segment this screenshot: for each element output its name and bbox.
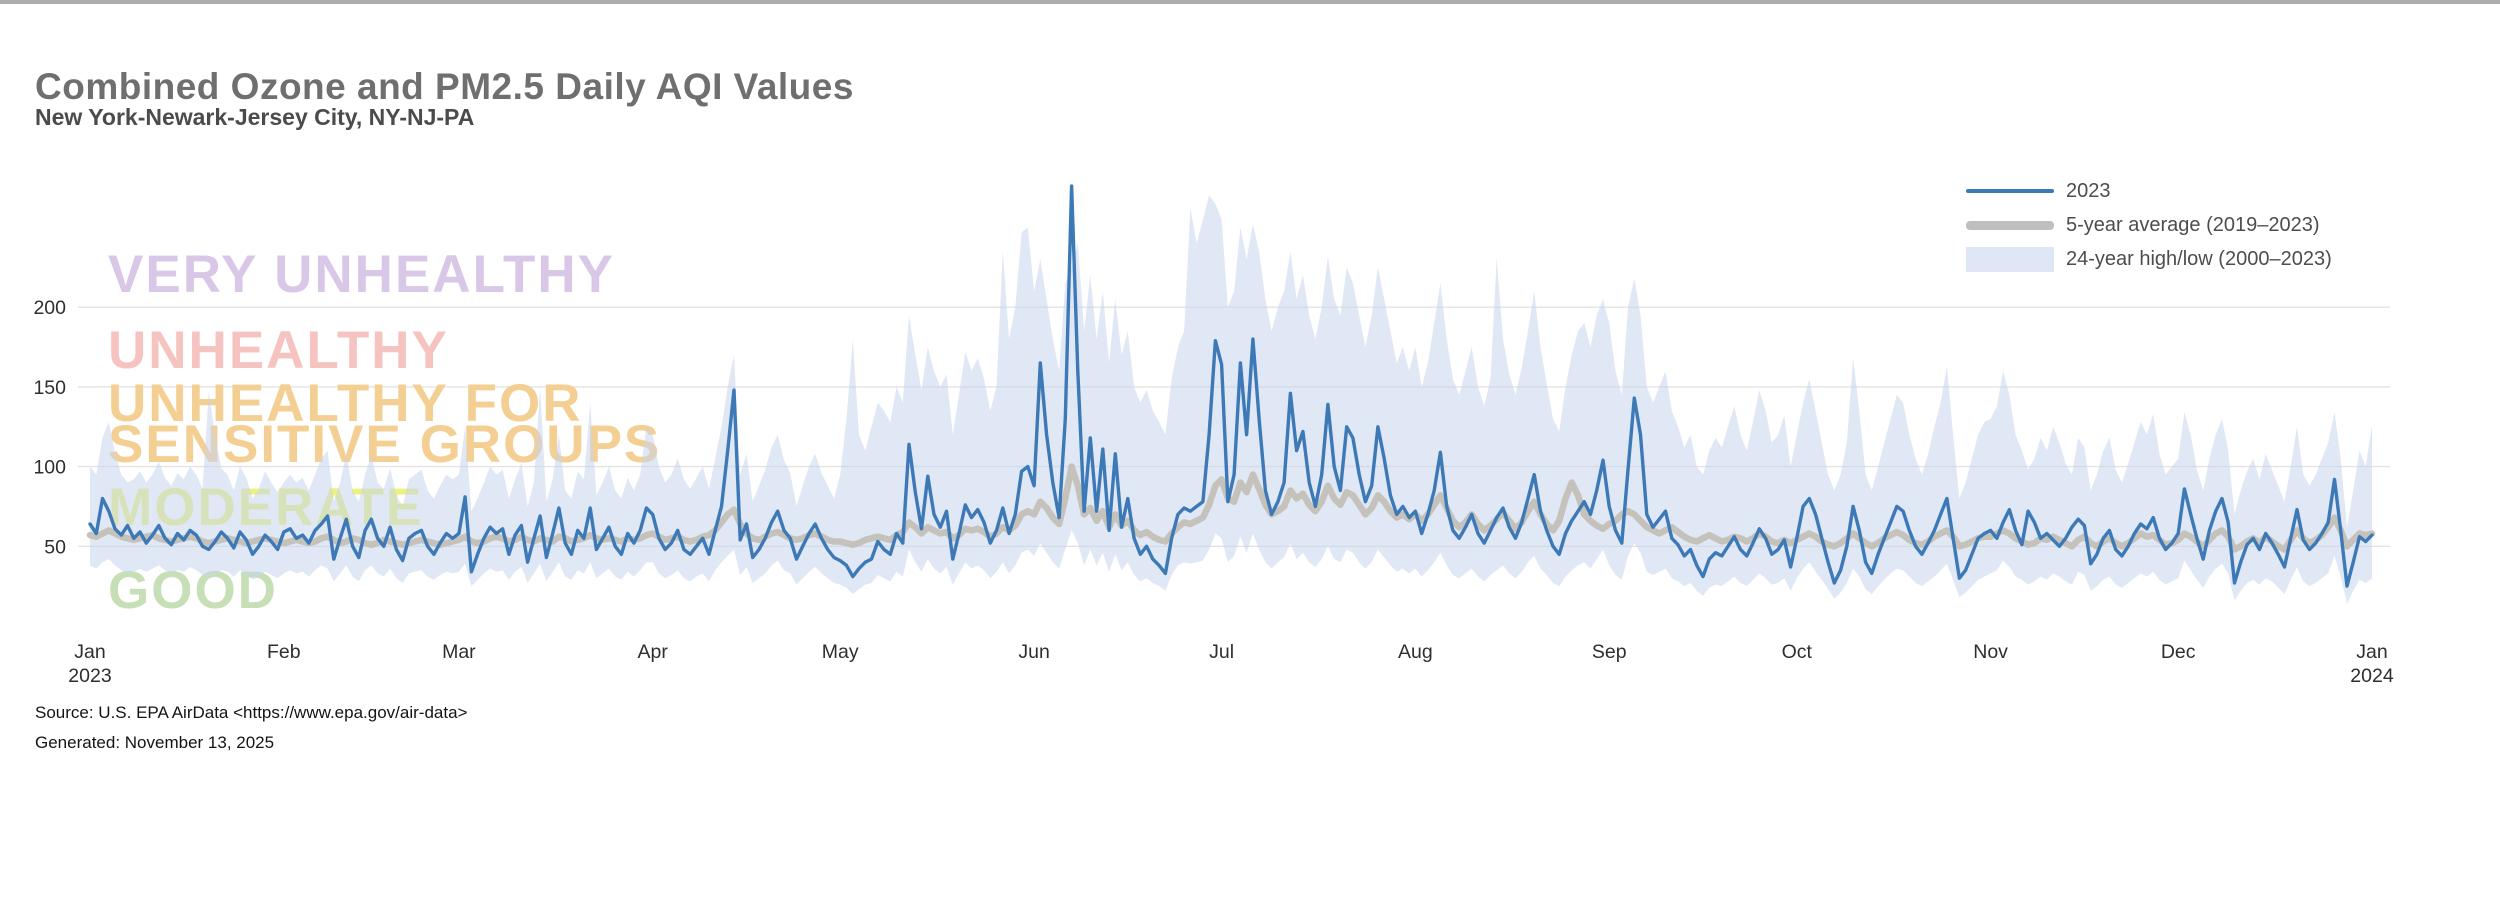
source-attribution: Source: U.S. EPA AirData <https://www.ep… <box>35 703 468 722</box>
y-axis-tick-label: 150 <box>33 377 66 399</box>
generated-date: Generated: November 13, 2025 <box>35 733 275 752</box>
legend-swatch-average-line-icon <box>1966 220 2054 230</box>
y-axis-tick-label: 100 <box>33 457 66 479</box>
x-axis-month-label: Feb <box>267 641 301 663</box>
page-subtitle: New York-Newark-Jersey City, NY-NJ-PA <box>35 104 475 130</box>
band-24yr-high-low <box>90 195 2372 604</box>
x-axis-month-label: May <box>822 641 859 663</box>
aqi-zone-label: UNHEALTHY FOR <box>108 374 583 433</box>
window-top-border <box>0 0 2500 4</box>
chart-legend: 2023 5-year average (2019–2023) 24-year … <box>1966 178 2332 272</box>
legend-item-5yr-average[interactable]: 5-year average (2019–2023) <box>1966 212 2332 238</box>
line-swatch-icon <box>1966 220 2054 230</box>
legend-label-5yr-average: 5-year average (2019–2023) <box>2066 213 2320 236</box>
x-axis-month-label: Apr <box>638 641 669 663</box>
x-axis-month-label: Nov <box>1973 641 2008 663</box>
legend-swatch-2023-line-icon <box>1966 189 2054 193</box>
x-axis-month-label: Jan <box>2356 641 2387 663</box>
line-swatch-icon <box>1966 189 2054 193</box>
legend-label-2023: 2023 <box>2066 179 2111 202</box>
x-axis-month-label: Jun <box>1018 641 1049 663</box>
y-axis-tick-label: 50 <box>44 536 66 558</box>
x-axis-month-label: Oct <box>1782 641 1813 663</box>
y-axis-tick-label: 200 <box>33 297 66 319</box>
x-axis-month-label: Sep <box>1592 641 1627 663</box>
aqi-zone-label: VERY UNHEALTHY <box>108 245 615 304</box>
aqi-zone-label: SENSITIVE GROUPS <box>108 415 661 474</box>
legend-item-24yr-high-low[interactable]: 24-year high/low (2000–2023) <box>1966 246 2332 272</box>
page-title: Combined Ozone and PM2.5 Daily AQI Value… <box>35 66 854 107</box>
legend-swatch-band-icon <box>1966 246 2054 272</box>
x-axis-month-label: Jul <box>1209 641 1234 663</box>
x-axis-month-label: Aug <box>1398 641 1433 663</box>
x-axis-year-label: 2023 <box>68 665 111 687</box>
x-axis-year-label: 2024 <box>2350 665 2394 687</box>
x-axis-month-label: Jan <box>74 641 105 663</box>
x-axis-month-label: Dec <box>2161 641 2196 663</box>
line-2023 <box>88 184 2374 588</box>
aqi-zone-label: UNHEALTHY <box>108 321 449 380</box>
x-axis-month-label: Mar <box>442 641 476 663</box>
legend-label-24yr-high-low: 24-year high/low (2000–2023) <box>2066 247 2332 270</box>
legend-item-2023[interactable]: 2023 <box>1966 178 2332 204</box>
